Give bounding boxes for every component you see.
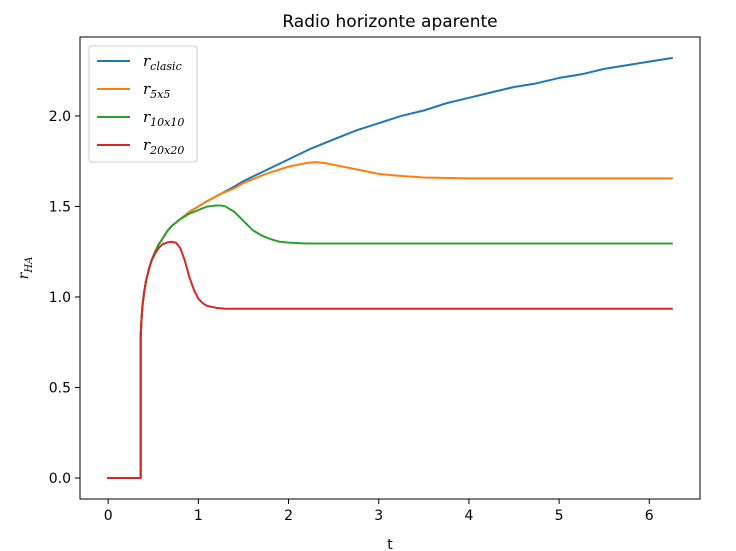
x-tick-label: 1 (194, 508, 203, 524)
legend-label-main: r (143, 52, 151, 70)
y-tick-label: 2.0 (49, 109, 71, 125)
legend-label-20x20: r20x20 (143, 136, 184, 157)
legend-label-clasic: rclasic (143, 52, 182, 73)
legend-label-sub: 20x20 (149, 144, 184, 157)
ticks-layer: 0 1 2 3 4 5 6 0.0 0.5 1.0 1.5 2.0 (49, 109, 654, 524)
y-tick-label: 0.5 (49, 380, 71, 396)
chart-title: Radio horizonte aparente (282, 12, 497, 32)
legend-label-sub: 5x5 (150, 88, 170, 101)
x-tick-label: 3 (374, 508, 383, 524)
legend-label-main: r (143, 136, 151, 154)
x-tick-label: 6 (645, 508, 654, 524)
y-axis-label: rHA (16, 257, 35, 280)
legend-label-10x10: r10x10 (143, 108, 184, 129)
legend-label-sub: clasic (150, 60, 182, 73)
legend-label-5x5: r5x5 (143, 80, 170, 101)
series-line-20x20 (107, 240, 673, 479)
plot-frame (79, 36, 701, 500)
y-axis-label-main: r (16, 271, 32, 279)
series-layer (107, 56, 673, 479)
legend-label-main: r (143, 80, 151, 98)
y-axis-label-sub: HA (24, 257, 35, 274)
legend-label-sub: 10x10 (150, 116, 184, 129)
x-tick-label: 2 (284, 508, 293, 524)
y-tick-label: 1.0 (49, 290, 71, 306)
legend-label-main: r (143, 108, 151, 126)
y-tick-label: 0.0 (49, 471, 71, 487)
x-tick-label: 4 (464, 508, 473, 524)
legend-box (88, 45, 198, 163)
x-tick-label: 0 (104, 508, 113, 524)
x-tick-label: 5 (555, 508, 564, 524)
y-tick-label: 1.5 (49, 199, 71, 215)
x-axis-label: t (387, 537, 393, 551)
